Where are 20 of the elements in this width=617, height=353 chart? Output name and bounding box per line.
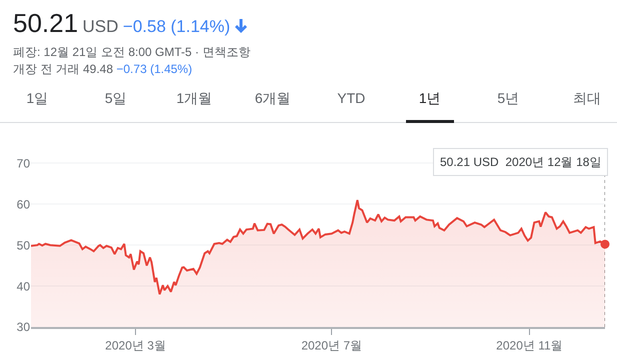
y-tick-label: 40 — [16, 279, 30, 294]
text: 5일 — [104, 90, 128, 108]
y-tick-label: 50 — [16, 238, 30, 252]
text: 최대 — [572, 90, 602, 108]
text: YTD — [336, 90, 366, 106]
y-tick-label: 60 — [16, 197, 30, 212]
y-tick-label: 70 — [16, 156, 30, 170]
x-tick-label: 2020년 7월 — [301, 338, 362, 352]
text: 1개월 — [175, 90, 214, 108]
annotation: 50.21 USD 2020년 12월 18일 — [440, 155, 602, 169]
text: 1년 — [418, 90, 442, 108]
text: 개장 전 거래 49.48 −0.73 (1.45%) — [13, 61, 192, 78]
text: 1일 — [25, 90, 50, 108]
text: 6개월 — [254, 90, 292, 108]
text: 5년 — [496, 90, 520, 108]
y-tick-label: 30 — [16, 320, 30, 334]
x-tick-label: 2020년 3월 — [105, 338, 166, 352]
chart-title: 50.21 USD −0.58 (1.14%) — [13, 8, 230, 38]
chart-subtitle: 폐장: 12월 21일 오전 8:00 GMT-5 · 면책조항 — [13, 44, 250, 61]
x-tick-label: 2020년 11월 — [496, 338, 563, 352]
